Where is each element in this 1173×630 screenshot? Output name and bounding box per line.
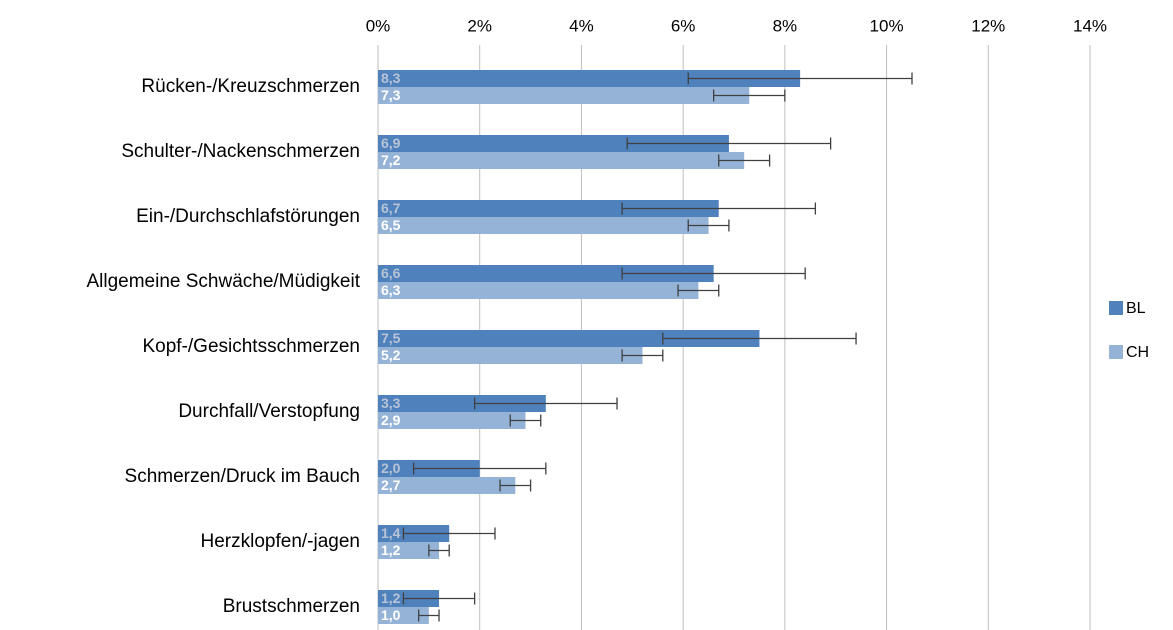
y-tick-label: Schulter-/Nackenschmerzen (121, 141, 360, 162)
y-tick-label: Kopf-/Gesichtsschmerzen (142, 336, 360, 357)
bar (378, 330, 760, 347)
error-bar (428, 544, 450, 557)
bar (378, 282, 699, 299)
value-label: 7,2 (381, 152, 401, 168)
y-tick-label: Brustschmerzen (223, 596, 360, 617)
error-bar (662, 332, 857, 345)
x-tick-label: 0% (366, 16, 391, 35)
error-bar (718, 154, 771, 167)
x-tick-label: 6% (671, 16, 696, 35)
value-label: 6,6 (381, 265, 401, 281)
bar (378, 87, 750, 104)
error-bar (402, 527, 496, 540)
bar (378, 412, 526, 429)
bar (378, 70, 801, 87)
x-tick-label: 12% (971, 16, 1005, 35)
value-label: 5,2 (381, 347, 401, 363)
value-label: 8,3 (381, 70, 401, 86)
bar (378, 265, 714, 282)
y-tick-label: Ein-/Durchschlafstörungen (136, 206, 360, 227)
bar (378, 217, 709, 234)
y-tick-label: Herzklopfen/-jagen (201, 531, 360, 552)
bar (378, 347, 643, 364)
error-bar (713, 89, 786, 102)
value-label: 2,9 (381, 412, 401, 428)
value-label: 6,9 (381, 135, 401, 151)
value-label: 1,2 (381, 542, 401, 558)
error-bar (687, 72, 913, 85)
error-bar (402, 592, 476, 605)
error-bar (626, 137, 832, 150)
value-label: 1,0 (381, 607, 401, 623)
value-label: 1,4 (381, 525, 401, 541)
x-tick-label: 2% (467, 16, 492, 35)
error-bar (473, 397, 618, 410)
bar (378, 477, 516, 494)
bar (378, 200, 719, 217)
value-label: 6,3 (381, 282, 401, 298)
x-tick-label: 8% (773, 16, 798, 35)
legend-swatch (1109, 301, 1123, 315)
value-label: 1,2 (381, 590, 401, 606)
value-label: 7,3 (381, 87, 401, 103)
error-bar (621, 267, 806, 280)
legend-label: BL (1126, 300, 1146, 317)
x-tick-label: 4% (569, 16, 594, 35)
value-label: 7,5 (381, 330, 401, 346)
error-bar (418, 609, 440, 622)
x-tick-label: 14% (1073, 16, 1107, 35)
y-tick-label: Rücken-/Kreuzschmerzen (141, 76, 360, 97)
legend-label: CH (1126, 344, 1149, 361)
value-label: 3,3 (381, 395, 401, 411)
value-label: 6,5 (381, 217, 401, 233)
value-label: 2,7 (381, 477, 401, 493)
error-bar (499, 479, 532, 492)
error-bar (687, 219, 730, 232)
bar (378, 152, 745, 169)
error-bar (621, 349, 664, 362)
legend-swatch (1109, 345, 1123, 359)
bar (378, 542, 440, 559)
bar (378, 135, 729, 152)
bar (378, 395, 546, 412)
error-bar (677, 284, 720, 297)
y-tick-label: Durchfall/Verstopfung (178, 401, 360, 422)
bar (378, 607, 429, 624)
error-bar (509, 414, 542, 427)
error-bar (621, 202, 817, 215)
value-label: 2,0 (381, 460, 401, 476)
y-tick-label: Schmerzen/Druck im Bauch (125, 466, 360, 487)
y-tick-label: Allgemeine Schwäche/Müdigkeit (86, 271, 360, 292)
x-tick-label: 10% (870, 16, 904, 35)
value-label: 6,7 (381, 200, 401, 216)
error-bar (412, 462, 547, 475)
